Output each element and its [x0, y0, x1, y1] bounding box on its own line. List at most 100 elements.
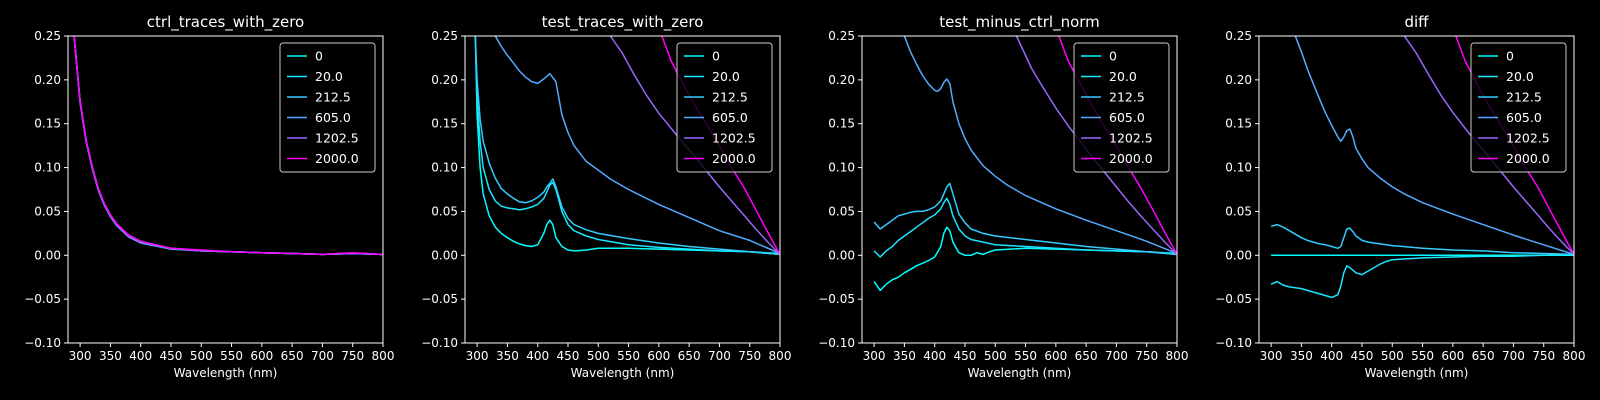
x-tick-label: 350: [496, 349, 519, 363]
series-line-605.0: [1294, 36, 1574, 256]
x-tick-label: 600: [1044, 349, 1067, 363]
series-line-2000.0: [73, 36, 383, 256]
y-tick-label: −0.10: [421, 336, 458, 350]
series-line-20.0: [873, 197, 1177, 258]
legend: 0 20.0 212.5 605.0 1202.5 2000.0: [1073, 42, 1170, 173]
y-tick-label: 0.20: [34, 73, 61, 87]
x-tick-label: 700: [1105, 349, 1128, 363]
chart-panel-0: ctrl_traces_with_zero 300 350 400 450 500 550 6…: [24, 13, 394, 380]
x-tick-label: 800: [769, 349, 792, 363]
legend-label: 0: [712, 49, 720, 64]
y-tick-label: −0.10: [818, 336, 855, 350]
legend-label: 20.0: [1109, 69, 1137, 84]
x-tick-label: 700: [708, 349, 731, 363]
x-tick-label: 400: [526, 349, 549, 363]
y-tick-label: 0.15: [1225, 117, 1252, 131]
legend-box: [1073, 42, 1170, 173]
plot-frame: [464, 35, 781, 344]
y-tick-label: 0.15: [34, 117, 61, 131]
series-line-0: [474, 36, 780, 255]
x-tick-label: 450: [954, 349, 977, 363]
x-axis-label: Wavelength (nm): [1365, 366, 1469, 380]
chart-title: ctrl_traces_with_zero: [147, 13, 304, 32]
legend-label: 1202.5: [1506, 131, 1550, 146]
y-tick-label: −0.05: [818, 292, 855, 306]
series-line-605.0: [903, 36, 1177, 255]
x-tick-label: 650: [1075, 349, 1098, 363]
x-tick-label: 500: [190, 349, 213, 363]
series-line-212.5: [1270, 223, 1574, 256]
chart-title: diff: [1404, 13, 1429, 31]
y-tick-label: 0.05: [1225, 204, 1252, 218]
chart-panel-3: diff 300 350 400 450 500 550 600 650 700 750 800 −0.…: [1215, 13, 1585, 380]
x-tick-label: 750: [1135, 349, 1158, 363]
x-tick-label: 600: [250, 349, 273, 363]
x-tick-label: 300: [863, 349, 886, 363]
legend-label: 20.0: [315, 69, 343, 84]
legend-label: 20.0: [1506, 69, 1534, 84]
y-tick-label: 0.25: [431, 29, 458, 43]
series-line-0: [873, 226, 1177, 292]
y-tick-label: 0.10: [1225, 161, 1252, 175]
y-tick-label: 0.25: [34, 29, 61, 43]
legend-label: 20.0: [712, 69, 740, 84]
plot-frame: [67, 35, 384, 344]
x-tick-label: 450: [160, 349, 183, 363]
legend-label: 605.0: [1506, 110, 1542, 125]
x-tick-label: 350: [1290, 349, 1313, 363]
x-tick-label: 550: [1014, 349, 1037, 363]
x-tick-label: 300: [1260, 349, 1283, 363]
x-tick-label: 550: [617, 349, 640, 363]
legend: 0 20.0 212.5 605.0 1202.5 2000.0: [1470, 42, 1567, 173]
legend-label: 212.5: [712, 90, 748, 105]
series-line-20.0: [1270, 253, 1574, 299]
legend-label: 2000.0: [712, 151, 756, 166]
y-tick-label: 0.05: [828, 204, 855, 218]
y-tick-label: 0.20: [1225, 73, 1252, 87]
x-tick-label: 300: [466, 349, 489, 363]
plot-frame: [1258, 35, 1575, 344]
chart-title: test_traces_with_zero: [542, 13, 704, 32]
legend-label: 1202.5: [1109, 131, 1153, 146]
y-tick-label: −0.05: [1215, 292, 1252, 306]
y-tick-label: −0.10: [1215, 336, 1252, 350]
legend-label: 212.5: [1506, 90, 1542, 105]
x-tick-label: 400: [1320, 349, 1343, 363]
legend-label: 2000.0: [315, 151, 359, 166]
x-tick-label: 700: [311, 349, 334, 363]
x-tick-label: 750: [738, 349, 761, 363]
x-tick-label: 650: [678, 349, 701, 363]
x-tick-label: 800: [372, 349, 395, 363]
chart-title: test_minus_ctrl_norm: [939, 13, 1100, 32]
legend-label: 2000.0: [1506, 151, 1550, 166]
series-line-20.0: [474, 36, 780, 256]
x-tick-label: 400: [129, 349, 152, 363]
y-tick-label: 0.15: [828, 117, 855, 131]
x-tick-label: 550: [1411, 349, 1434, 363]
x-tick-label: 300: [69, 349, 92, 363]
x-axis-label: Wavelength (nm): [174, 366, 278, 380]
x-tick-label: 800: [1166, 349, 1189, 363]
x-tick-label: 600: [647, 349, 670, 363]
y-tick-label: 0.20: [828, 73, 855, 87]
legend-label: 1202.5: [712, 131, 756, 146]
y-tick-label: 0.25: [1225, 29, 1252, 43]
x-axis-label: Wavelength (nm): [968, 366, 1072, 380]
series-line-212.5: [474, 36, 780, 256]
y-tick-label: 0.05: [431, 204, 458, 218]
chart-panel-2: test_minus_ctrl_norm 300 350 400 450 500 550 60…: [818, 13, 1188, 380]
x-tick-label: 550: [220, 349, 243, 363]
x-tick-label: 500: [587, 349, 610, 363]
y-tick-label: 0.00: [828, 248, 855, 262]
legend-label: 0: [1109, 49, 1117, 64]
x-axis-label: Wavelength (nm): [571, 366, 675, 380]
y-tick-label: 0.05: [34, 204, 61, 218]
x-tick-label: 750: [341, 349, 364, 363]
x-tick-label: 650: [281, 349, 304, 363]
legend-box: [1470, 42, 1567, 173]
y-tick-label: −0.10: [24, 336, 61, 350]
legend-label: 0: [1506, 49, 1514, 64]
y-tick-label: 0.10: [34, 161, 61, 175]
legend-label: 1202.5: [315, 131, 359, 146]
